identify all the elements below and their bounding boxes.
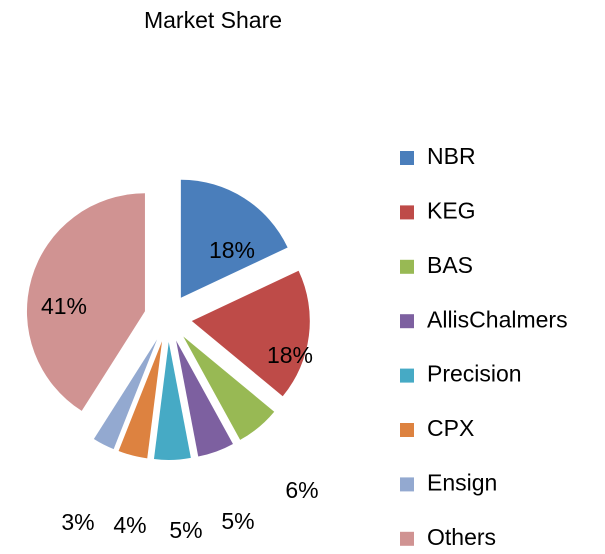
data-label: 3% [61,509,94,535]
legend-label: Precision [427,361,522,387]
pie-slice [153,341,191,460]
data-label: 5% [221,508,254,534]
data-label: 5% [169,517,202,543]
pie-slice [180,179,288,298]
data-label: 18% [267,342,313,368]
data-label: 4% [113,512,146,538]
legend-label: KEG [427,197,476,223]
pie-slice [191,270,310,397]
data-label: 18% [209,237,255,263]
pie-slice [183,336,275,440]
legend-label: CPX [427,415,474,441]
pie-slice [118,341,163,459]
legend-label: BAS [427,252,473,278]
legend-swatch [400,151,414,165]
legend-swatch [400,531,414,546]
legend-swatch [400,477,414,492]
pie-slice [26,193,145,411]
legend-swatch [400,368,414,383]
pie-slice [93,339,158,450]
legend-label: Others [427,524,496,550]
legend-label: AllisChalmers [427,306,568,332]
legend-swatch [400,205,414,220]
legend-label: Ensign [427,469,497,495]
data-label: 41% [41,293,87,319]
legend-swatch [400,314,414,329]
pie-slice [176,340,233,457]
chart-title: Market Share [144,7,282,33]
data-label: 6% [285,477,318,503]
legend-label: NBR [427,143,476,169]
legend-swatch [400,423,414,437]
legend-swatch [400,259,414,274]
